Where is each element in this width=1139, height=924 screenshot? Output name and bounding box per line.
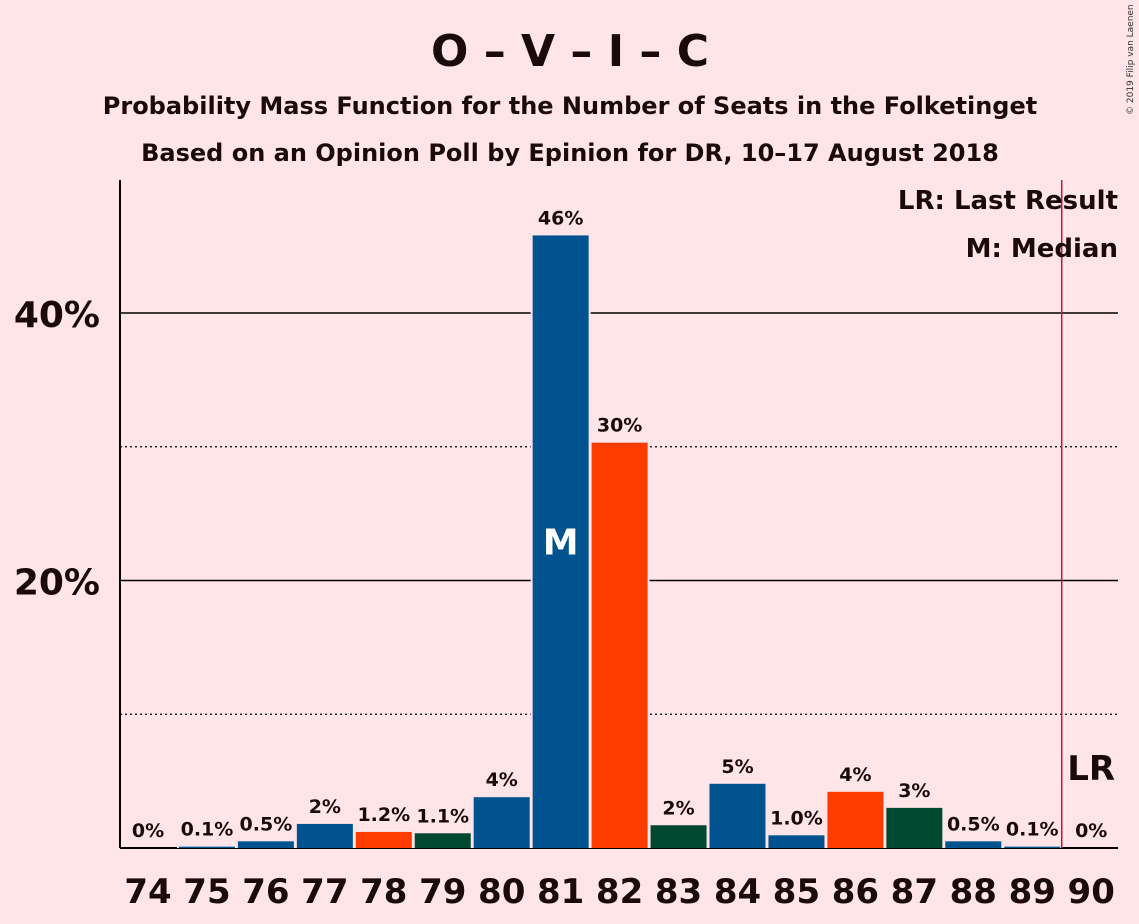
- bar-value-label: 0.5%: [240, 813, 293, 835]
- chart-title: O – V – I – C: [431, 26, 709, 77]
- bar-seats-77: [296, 823, 353, 848]
- bar-value-label: 0%: [132, 820, 164, 842]
- x-tick-label: 77: [301, 872, 348, 912]
- bar-value-label: 2%: [309, 796, 341, 818]
- x-tick-label: 81: [537, 872, 584, 912]
- x-tick-label: 76: [242, 872, 289, 912]
- x-tick-label: 88: [950, 872, 997, 912]
- bar-seats-76: [237, 841, 294, 848]
- x-tick-label: 83: [655, 872, 702, 912]
- bar-value-label: 0%: [1075, 820, 1107, 842]
- x-tick-label: 74: [124, 872, 171, 912]
- bar-seats-79: [414, 833, 471, 848]
- bar-value-label: 30%: [597, 415, 642, 437]
- x-tick-label: 75: [183, 872, 230, 912]
- y-tick-label: 40%: [14, 295, 100, 336]
- bar-value-label: 3%: [898, 780, 930, 802]
- bar-seats-80: [473, 797, 530, 848]
- bar-seats-84: [709, 783, 766, 848]
- bar-seats-88: [945, 841, 1002, 848]
- bars-layer: 0% 0.1% 0.5% 2% 1.2% 1.1% 4% 46% 30% 2% 5% 1.0% 4% 3%…: [132, 180, 1115, 849]
- x-tick-label: 79: [419, 872, 466, 912]
- x-tick-label: 89: [1009, 872, 1056, 912]
- bar-seats-75: [178, 846, 235, 848]
- copyright-credit: © 2019 Filip van Laenen: [1126, 4, 1136, 115]
- bar-seats-87: [886, 807, 943, 848]
- bar-value-label: 1.0%: [770, 807, 823, 829]
- x-tick-label: 82: [596, 872, 643, 912]
- legend-last-result: LR: Last Result: [898, 186, 1118, 216]
- bar-seats-83: [650, 825, 707, 848]
- bar-seats-78: [355, 831, 412, 848]
- bar-seats-82: [591, 442, 648, 848]
- legend-median: M: Median: [966, 234, 1118, 264]
- x-tick-label: 84: [714, 872, 761, 912]
- bar-value-label: 0.5%: [947, 813, 1000, 835]
- x-tick-label: 80: [478, 872, 525, 912]
- x-axis-labels: 74 75 76 77 78 79 80 81 82 83 84 85 86 87 88 89 90: [124, 872, 1115, 912]
- bar-seats-89: [1004, 846, 1061, 848]
- bar-seats-85: [768, 835, 825, 848]
- y-tick-label: 20%: [14, 563, 100, 604]
- bar-seats-86: [827, 791, 884, 848]
- bar-value-label: 0.1%: [181, 819, 234, 841]
- bar-halo: [1002, 844, 1063, 848]
- bar-value-label: 4%: [486, 769, 518, 791]
- bar-value-label: 0.1%: [1006, 819, 1059, 841]
- chart-subtitle-2: Based on an Opinion Poll by Epinion for …: [141, 139, 999, 167]
- x-tick-label: 87: [891, 872, 938, 912]
- bar-value-label: 5%: [721, 756, 753, 778]
- median-marker: M: [543, 523, 579, 564]
- bar-value-label: 46%: [538, 207, 583, 229]
- bar-seats-81: [532, 235, 589, 849]
- bar-halo: [176, 844, 237, 848]
- bar-value-label: 1.1%: [416, 805, 469, 827]
- chart-subtitle: Probability Mass Function for the Number…: [103, 92, 1037, 120]
- x-tick-label: 85: [773, 872, 820, 912]
- bar-value-label: 2%: [662, 797, 694, 819]
- bar-value-label: 4%: [839, 764, 871, 786]
- x-tick-label: 90: [1068, 872, 1115, 912]
- x-tick-label: 78: [360, 872, 407, 912]
- bar-value-label: 1.2%: [357, 804, 410, 826]
- last-result-marker: LR: [1067, 749, 1115, 789]
- x-tick-label: 86: [832, 872, 879, 912]
